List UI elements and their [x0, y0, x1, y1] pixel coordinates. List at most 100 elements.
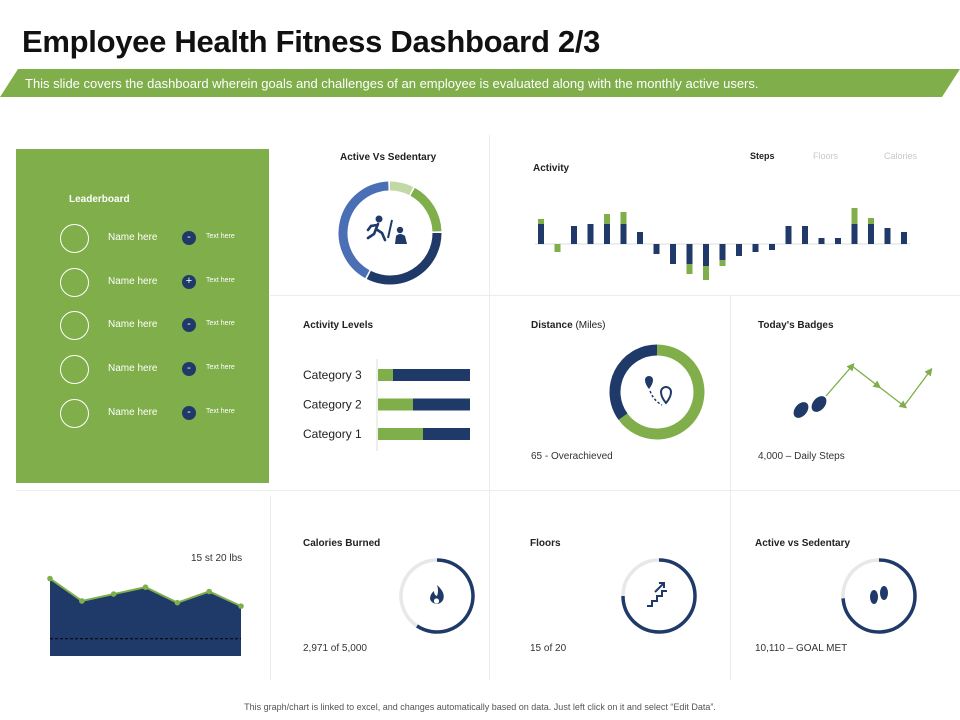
activity-bar-extra [851, 208, 858, 224]
avatar [60, 224, 89, 253]
category-label: Category 3 [303, 368, 362, 382]
weight-label: 15 st 20 lbs [191, 553, 243, 564]
leaderboard-name: Name here [108, 407, 158, 418]
weight-point [206, 588, 212, 595]
leaderboard-row[interactable]: Name here - Text here [16, 311, 269, 343]
calories-title: Calories Burned [303, 538, 381, 549]
avatar [60, 355, 89, 384]
activity-title: Activity [533, 163, 570, 174]
distance-donut [609, 344, 705, 440]
floors-value: 15 of 20 [530, 643, 567, 654]
weight-point [174, 599, 181, 606]
tab-floors[interactable]: Floors [813, 151, 839, 161]
ring-segment [621, 558, 660, 597]
donut-segment [338, 181, 389, 279]
stairs-icon [647, 582, 667, 607]
activity-bar [785, 226, 792, 244]
activity-bar [538, 224, 544, 244]
floors-title: Floors [530, 538, 561, 549]
minus-icon[interactable]: - [182, 231, 196, 245]
leaderboard-row[interactable]: Name here - Text here [16, 399, 269, 431]
trend-arrow [877, 385, 908, 409]
donut-segments [338, 181, 442, 285]
level-bar [413, 398, 470, 411]
leaderboard-text: Text here [206, 364, 235, 371]
activity-bar [620, 224, 627, 244]
badges-title: Today's Badges [758, 320, 834, 331]
activity-bar [835, 238, 841, 244]
level-bar [378, 369, 393, 381]
ring-segments [621, 558, 697, 634]
minus-icon[interactable]: - [182, 406, 196, 420]
tab-steps[interactable]: Steps [750, 151, 775, 161]
active-sedentary-donut [338, 181, 442, 285]
activity-bar-chart [535, 208, 910, 280]
ring-segment [841, 558, 880, 599]
leaderboard-row[interactable]: Name here - Text here [16, 355, 269, 387]
leaderboard-text: Text here [206, 233, 235, 240]
tab-calories[interactable]: Calories [884, 151, 918, 161]
leaderboard-panel: Leaderboard Name here - Text here Name h… [16, 149, 269, 483]
donut-segment [618, 344, 705, 440]
ring-segment [621, 558, 697, 634]
activity-bar [769, 244, 775, 250]
donut-segment [410, 187, 442, 232]
avatar [60, 268, 89, 297]
category-label: Category 2 [303, 398, 362, 412]
activity-bar [670, 244, 676, 264]
banner-shape [0, 69, 960, 97]
route-map-pin-icon [645, 376, 673, 406]
page-title: Employee Health Fitness Dashboard 2/3 [22, 24, 601, 59]
leaderboard-text: Text here [206, 277, 235, 284]
flame-icon [430, 585, 444, 604]
leaderboard-name: Name here [108, 232, 158, 243]
donut-segments [609, 344, 705, 440]
activity-bar-extra [604, 214, 610, 224]
weight-area-chart [47, 575, 244, 656]
level-bar [423, 428, 470, 440]
footprints-icon [870, 586, 888, 604]
running-person-icon [366, 215, 407, 244]
activity-bar [901, 232, 907, 244]
floors-ring [621, 558, 697, 634]
activity-bar [703, 244, 709, 266]
weight-area [50, 578, 241, 656]
activity-bar [604, 224, 610, 244]
category-label: Category 1 [303, 427, 362, 441]
divider-v1 [489, 135, 490, 680]
footprints-icon [793, 396, 827, 418]
activity-bar-extra [554, 244, 561, 252]
leaderboard-row[interactable]: Name here + Text here [16, 268, 269, 300]
weight-point [79, 598, 85, 604]
badges-trend-chart [825, 363, 933, 409]
weight-point [47, 575, 53, 582]
leaderboard-row[interactable]: Name here - Text here [16, 224, 269, 256]
leaderboard-name: Name here [108, 319, 158, 330]
leaderboard-text: Text here [206, 320, 235, 327]
avatar [60, 311, 89, 340]
leaderboard-name: Name here [108, 363, 158, 374]
active-sedentary-bottom-value: 10,110 – GOAL MET [755, 643, 848, 654]
minus-icon[interactable]: - [182, 362, 196, 376]
divider-v3 [270, 496, 271, 680]
badges-value: 4,000 – Daily Steps [758, 451, 845, 462]
leaderboard-title: Leaderboard [69, 194, 130, 205]
leaderboard-text: Text here [206, 408, 235, 415]
activity-bar [884, 228, 891, 244]
active-sedentary-bottom-title: Active vs Sedentary [755, 538, 851, 549]
ring-segment [415, 558, 475, 634]
plus-icon[interactable]: + [182, 275, 196, 289]
divider-h2 [16, 490, 960, 491]
activity-bar [637, 232, 643, 244]
activity-bar-extra [538, 219, 544, 224]
donut-segment [609, 344, 658, 420]
calories-value: 2,971 of 5,000 [303, 643, 367, 654]
trend-arrow [851, 365, 882, 389]
activity-bar [653, 244, 660, 254]
level-bar [378, 428, 423, 440]
minus-icon[interactable]: - [182, 318, 196, 332]
leaderboard-name: Name here [108, 276, 158, 287]
level-bar [378, 398, 413, 411]
ring-segment [399, 558, 438, 628]
activity-bar-extra [719, 260, 726, 266]
